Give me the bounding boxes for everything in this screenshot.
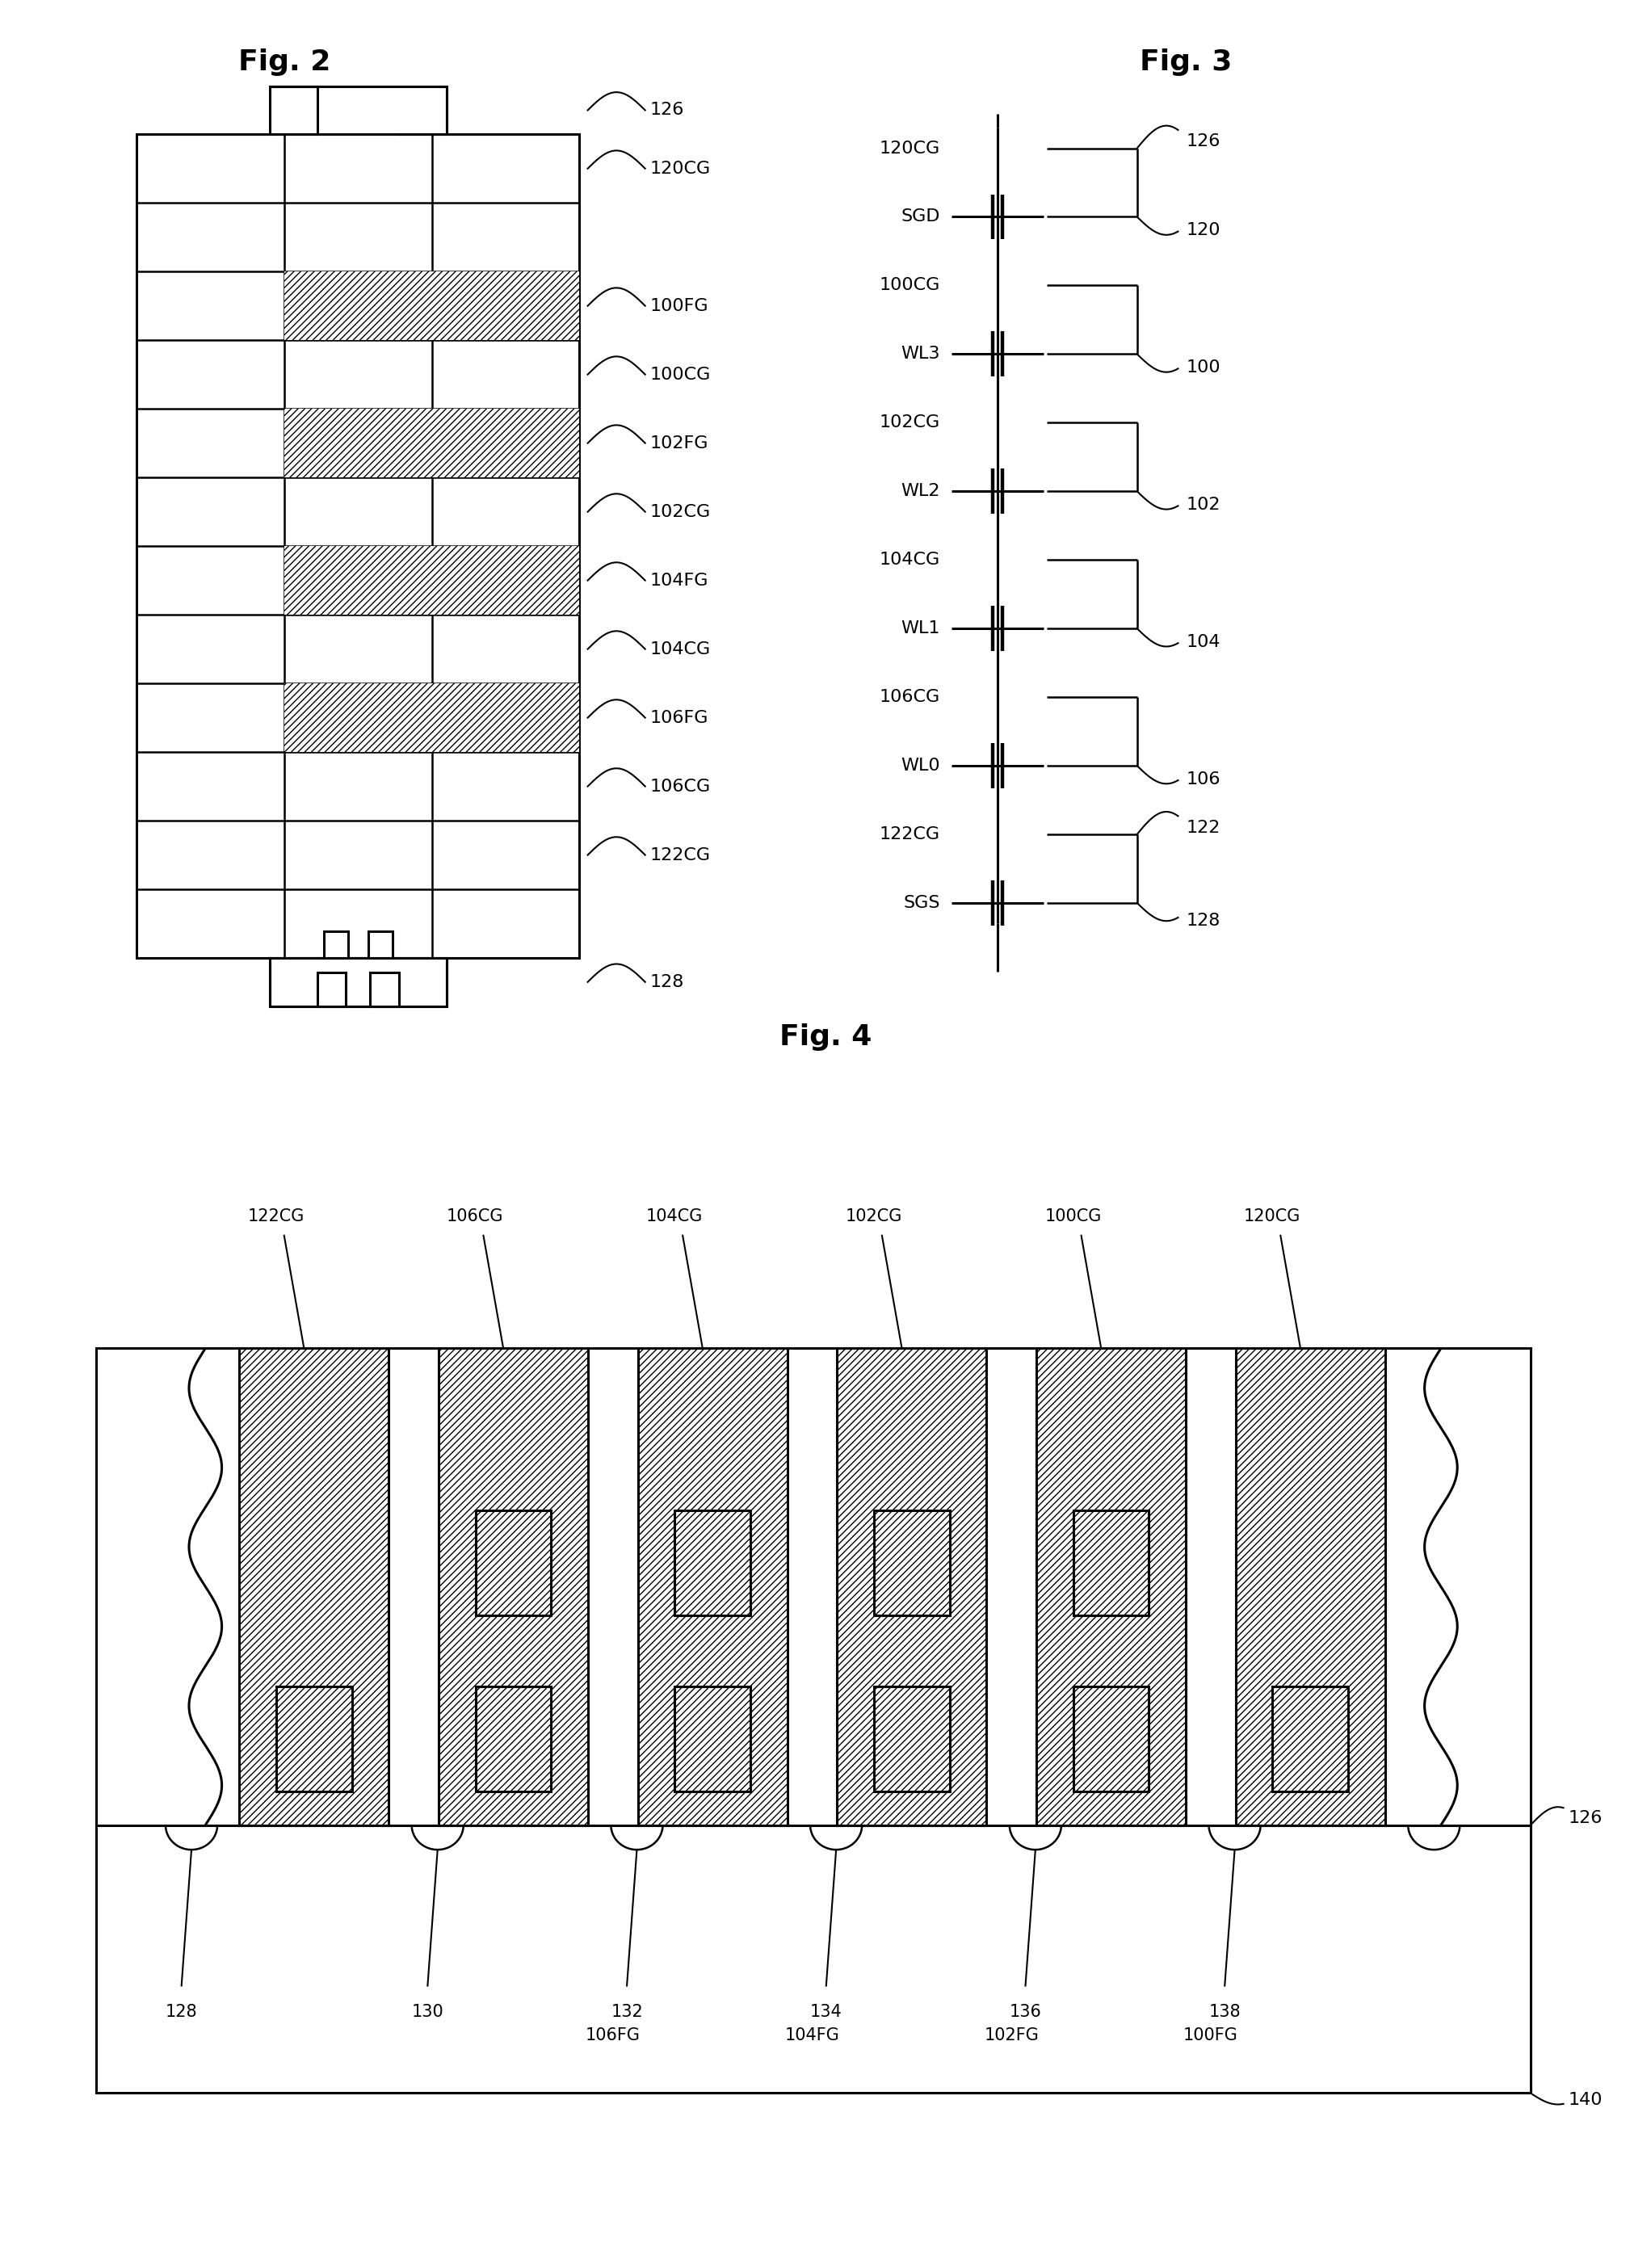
Text: 122CG: 122CG xyxy=(248,1209,304,1225)
Text: 100CG: 100CG xyxy=(880,277,941,293)
Text: 106CG: 106CG xyxy=(650,778,712,794)
Bar xyxy=(1037,1349,1185,1826)
Text: 130: 130 xyxy=(411,2003,444,2021)
Text: Fig. 3: Fig. 3 xyxy=(1141,48,1232,75)
Bar xyxy=(284,683,580,753)
Text: 102CG: 102CG xyxy=(880,415,941,431)
Bar xyxy=(1073,1687,1149,1792)
Text: Fig. 4: Fig. 4 xyxy=(779,1023,872,1050)
Text: 120CG: 120CG xyxy=(880,141,941,156)
Text: 106FG: 106FG xyxy=(586,2028,641,2043)
Bar xyxy=(1273,1687,1349,1792)
Text: WL2: WL2 xyxy=(901,483,941,499)
Text: 122: 122 xyxy=(1187,819,1220,835)
Text: 106CG: 106CG xyxy=(447,1209,504,1225)
Text: 104CG: 104CG xyxy=(880,551,941,567)
Text: 132: 132 xyxy=(611,2003,642,2021)
Bar xyxy=(675,1687,751,1792)
Bar xyxy=(317,973,347,1007)
Bar xyxy=(370,973,400,1007)
Text: 120CG: 120CG xyxy=(1243,1209,1301,1225)
Text: 104FG: 104FG xyxy=(650,572,708,587)
Bar xyxy=(475,1510,551,1615)
Bar xyxy=(269,957,447,1007)
Bar xyxy=(873,1687,949,1792)
Bar xyxy=(1073,1510,1149,1615)
Text: WL0: WL0 xyxy=(901,758,941,773)
Text: SGD: SGD xyxy=(901,209,941,225)
Text: Fig. 2: Fig. 2 xyxy=(238,48,330,75)
Text: 102: 102 xyxy=(1187,497,1220,513)
Text: 122CG: 122CG xyxy=(880,826,941,841)
Text: 120CG: 120CG xyxy=(650,161,712,177)
Bar xyxy=(637,1349,788,1826)
Text: 104FG: 104FG xyxy=(784,2028,840,2043)
Text: 102FG: 102FG xyxy=(650,435,708,451)
Text: 100FG: 100FG xyxy=(1184,2028,1238,2043)
Text: 100CG: 100CG xyxy=(650,367,712,383)
Bar xyxy=(137,134,580,957)
Bar xyxy=(873,1510,949,1615)
Bar xyxy=(284,547,580,615)
Text: 102CG: 102CG xyxy=(845,1209,901,1225)
Text: 106: 106 xyxy=(1187,771,1220,787)
Text: 136: 136 xyxy=(1009,2003,1042,2021)
Text: 102CG: 102CG xyxy=(650,503,712,519)
Text: 104CG: 104CG xyxy=(646,1209,703,1225)
Text: 100: 100 xyxy=(1187,361,1220,376)
Bar xyxy=(837,1349,987,1826)
Text: 104: 104 xyxy=(1187,635,1220,651)
Text: 138: 138 xyxy=(1209,2003,1240,2021)
Text: 106FG: 106FG xyxy=(650,710,708,726)
Text: 100FG: 100FG xyxy=(650,297,708,313)
Bar xyxy=(276,1687,352,1792)
Text: WL1: WL1 xyxy=(901,621,941,637)
Bar xyxy=(1235,1349,1385,1826)
Text: SGS: SGS xyxy=(903,896,941,912)
Text: 106CG: 106CG xyxy=(880,689,941,705)
Text: WL3: WL3 xyxy=(901,347,941,363)
Text: 128: 128 xyxy=(165,2003,198,2021)
Bar xyxy=(284,272,580,340)
Bar xyxy=(96,1349,1530,2093)
Text: 102FG: 102FG xyxy=(984,2028,1038,2043)
Text: 122CG: 122CG xyxy=(650,846,710,864)
Text: 134: 134 xyxy=(811,2003,842,2021)
Bar xyxy=(269,86,447,134)
Text: 100CG: 100CG xyxy=(1045,1209,1101,1225)
Bar xyxy=(368,932,393,957)
Text: 104CG: 104CG xyxy=(650,642,712,658)
Text: 140: 140 xyxy=(1568,2091,1603,2107)
Text: 126: 126 xyxy=(1568,1810,1603,1826)
Bar xyxy=(284,408,580,479)
Bar xyxy=(475,1687,551,1792)
Text: 128: 128 xyxy=(650,973,684,991)
Bar xyxy=(324,932,348,957)
Text: 126: 126 xyxy=(1187,134,1220,150)
Text: 128: 128 xyxy=(1187,914,1220,930)
Text: 126: 126 xyxy=(650,102,684,118)
Bar xyxy=(239,1349,388,1826)
Text: 120: 120 xyxy=(1187,222,1220,238)
Bar xyxy=(439,1349,588,1826)
Bar xyxy=(675,1510,751,1615)
